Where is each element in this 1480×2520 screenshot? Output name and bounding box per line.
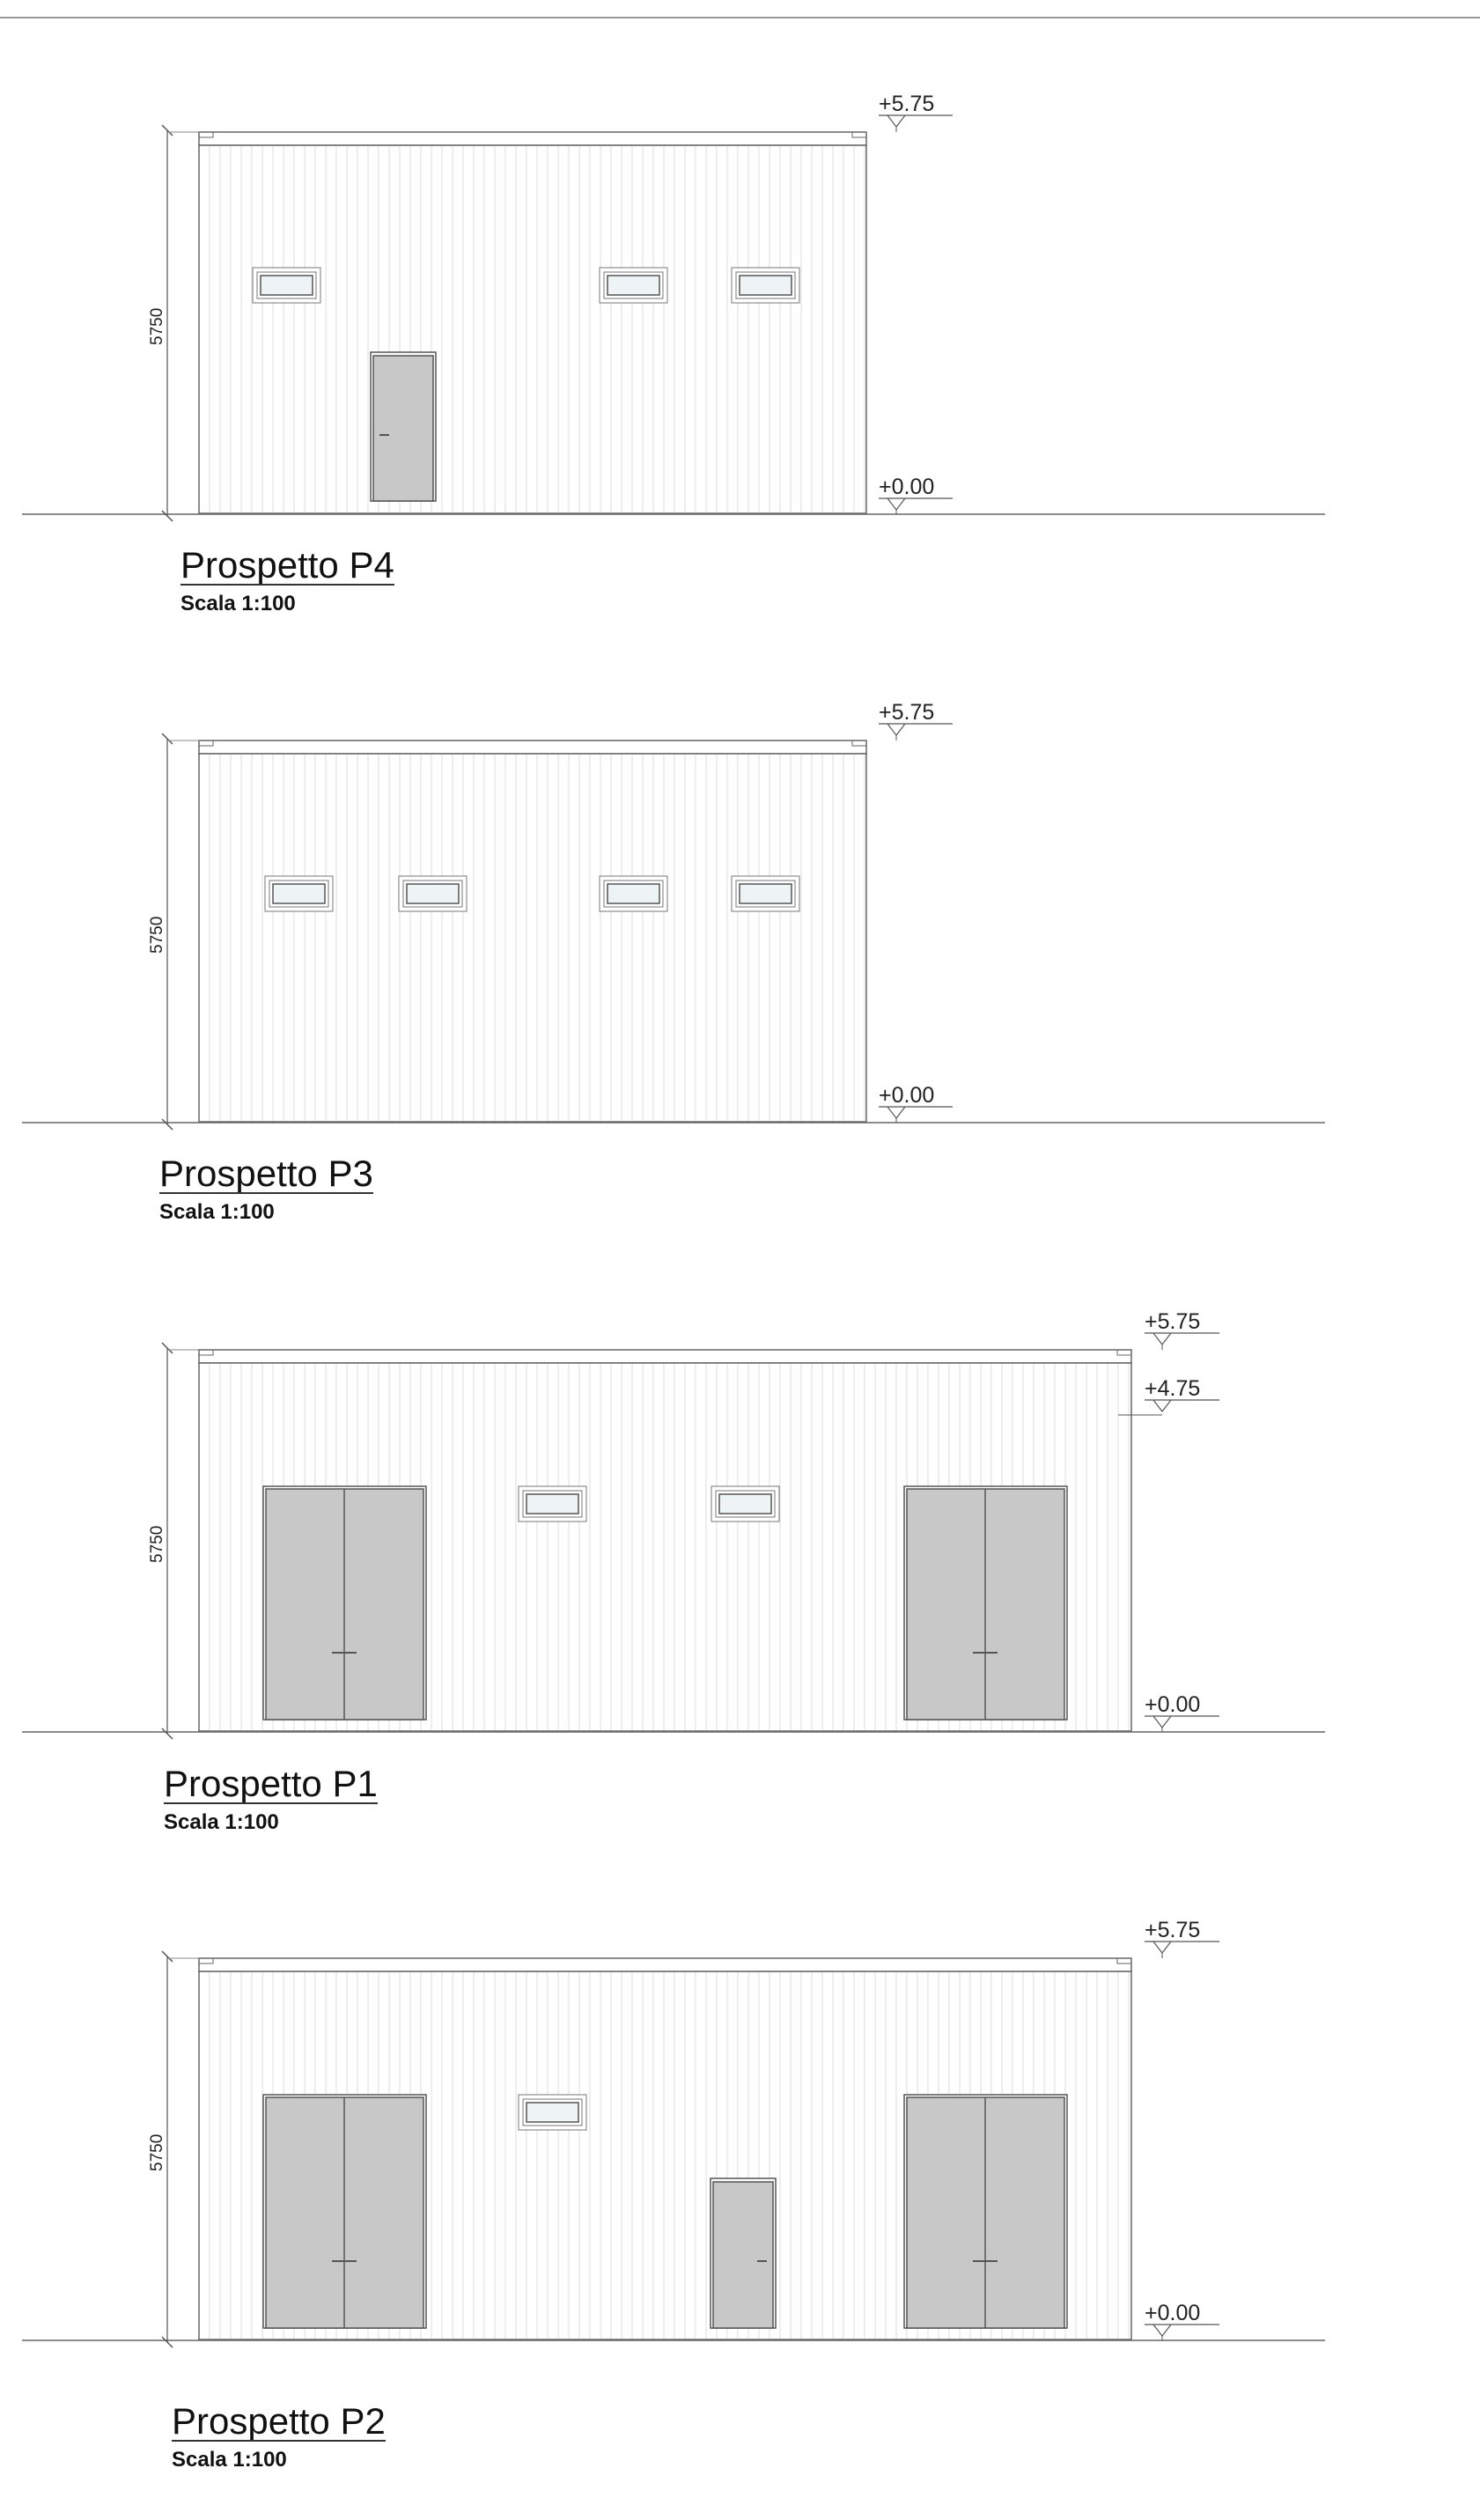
double-door bbox=[903, 2094, 1068, 2329]
level-marker-top: +5.75 bbox=[1145, 1918, 1219, 1958]
level-marker-mid: +4.75 bbox=[1118, 1376, 1219, 1416]
cladding-pattern bbox=[209, 755, 865, 1121]
level-label: +5.75 bbox=[879, 700, 934, 725]
building-outline bbox=[198, 131, 867, 514]
scale-label: Scala 1:100 bbox=[159, 1200, 275, 1224]
window bbox=[518, 2094, 587, 2131]
level-label: +5.75 bbox=[1145, 1918, 1200, 1942]
level-label: +0.00 bbox=[1145, 2301, 1200, 2325]
level-label: +4.75 bbox=[1145, 1376, 1200, 1401]
level-marker-ground: +0.00 bbox=[879, 475, 953, 514]
elevation-title: Prospetto P4 bbox=[180, 544, 394, 586]
double-door bbox=[262, 2094, 427, 2329]
single-door bbox=[710, 2177, 777, 2329]
level-marker-ground: +0.00 bbox=[1145, 1692, 1219, 1732]
window bbox=[711, 1485, 780, 1522]
elevation-p1: 5750 +5.75 +4.75 +0.00 Prospetto P1 Scal… bbox=[22, 1309, 1325, 1834]
scale-label: Scala 1:100 bbox=[172, 2448, 287, 2472]
elevation-title: Prospetto P2 bbox=[172, 2400, 386, 2442]
window bbox=[731, 875, 800, 912]
window bbox=[252, 267, 321, 304]
window bbox=[599, 267, 668, 304]
elevation-p2: 5750 +5.75 +0.00 Prospetto P2 Scala 1:10… bbox=[22, 1918, 1325, 2472]
window bbox=[398, 875, 468, 912]
double-door bbox=[262, 1485, 427, 1721]
elevation-title: Prospetto P3 bbox=[159, 1153, 373, 1194]
elevation-p4: 5750 +5.75 +0.00 Prospetto P4 Scala 1:10… bbox=[22, 92, 1325, 615]
dimension-line: 5750 bbox=[148, 1342, 199, 1740]
single-door bbox=[370, 351, 437, 502]
dimension-line: 5750 bbox=[148, 124, 199, 522]
dimension-label: 5750 bbox=[148, 308, 166, 345]
building-outline bbox=[198, 740, 867, 1123]
level-label: +0.00 bbox=[1145, 1692, 1200, 1717]
window bbox=[599, 875, 668, 912]
level-label: +5.75 bbox=[1145, 1309, 1200, 1334]
level-marker-ground: +0.00 bbox=[1145, 2301, 1219, 2340]
scale-label: Scala 1:100 bbox=[180, 592, 296, 615]
double-door bbox=[903, 1485, 1068, 1721]
dimension-label: 5750 bbox=[148, 917, 166, 954]
window bbox=[518, 1485, 587, 1522]
dimension-label: 5750 bbox=[148, 2134, 166, 2171]
window bbox=[731, 267, 800, 304]
level-marker-top: +5.75 bbox=[1145, 1309, 1219, 1350]
level-label: +0.00 bbox=[879, 1083, 934, 1108]
level-label: +5.75 bbox=[879, 92, 934, 116]
dimension-label: 5750 bbox=[148, 1526, 166, 1563]
window bbox=[264, 875, 334, 912]
elevation-title: Prospetto P1 bbox=[164, 1763, 378, 1804]
elevation-p3: 5750 +5.75 +0.00 Prospetto P3 Scala 1:10… bbox=[22, 700, 1325, 1224]
scale-label: Scala 1:100 bbox=[164, 1810, 279, 1834]
dimension-line: 5750 bbox=[148, 733, 199, 1131]
level-label: +0.00 bbox=[879, 475, 934, 499]
level-marker-top: +5.75 bbox=[879, 700, 953, 741]
level-marker-top: +5.75 bbox=[879, 92, 953, 132]
level-marker-ground: +0.00 bbox=[879, 1083, 953, 1123]
dimension-line: 5750 bbox=[148, 1950, 199, 2348]
